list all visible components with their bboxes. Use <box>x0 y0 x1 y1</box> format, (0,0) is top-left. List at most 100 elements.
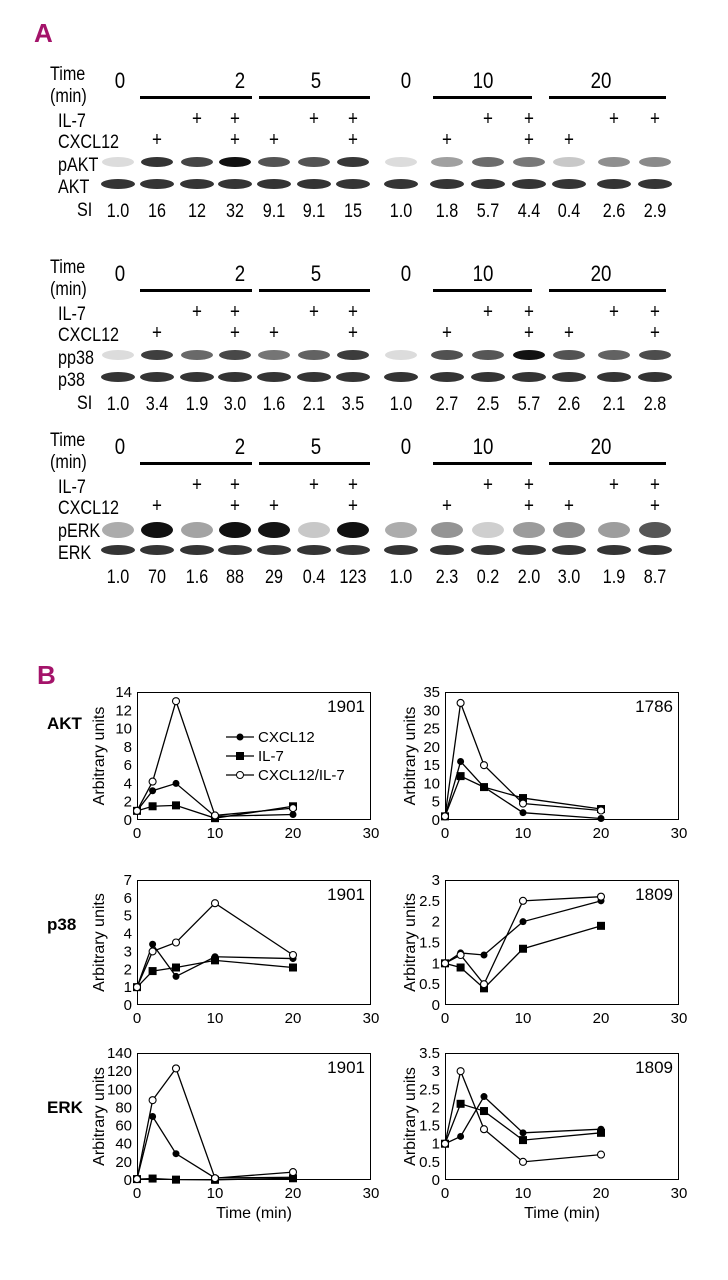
data-point <box>440 812 450 821</box>
data-point <box>479 980 489 989</box>
si-value: 88 <box>226 567 244 588</box>
phospho-band <box>102 350 134 360</box>
si-value: 3.0 <box>557 567 581 588</box>
blot-bands <box>101 157 672 189</box>
y-tick-label: 1.5 <box>419 935 440 952</box>
cxcl12-plus: + <box>442 322 452 344</box>
patient-id: 1901 <box>327 697 365 716</box>
cxcl12-plus: + <box>524 322 534 344</box>
y-tick-label: 0 <box>432 1172 440 1189</box>
data-point <box>480 783 488 792</box>
time-label: Time <box>50 430 86 451</box>
si-value: 29 <box>265 567 283 588</box>
y-axis-label: Arbitrary units <box>402 707 419 806</box>
phospho-row-label: pERK <box>58 521 101 542</box>
y-tick-label: 25 <box>423 721 440 738</box>
data-point <box>519 1129 527 1137</box>
y-tick-label: 2 <box>432 1099 440 1116</box>
time-group-bar <box>259 462 370 465</box>
y-tick-label: 6 <box>124 890 132 907</box>
si-value: 1.0 <box>389 394 413 415</box>
data-point <box>456 963 465 972</box>
data-point <box>172 963 180 972</box>
cxcl12-plus: + <box>269 129 279 151</box>
si-value: 1.0 <box>389 201 413 222</box>
total-band <box>512 545 546 555</box>
y-tick-label: 0 <box>432 997 440 1014</box>
y-tick-label: 80 <box>115 1099 132 1116</box>
phospho-band <box>141 157 173 167</box>
time-group-bar <box>549 462 666 465</box>
y-tick-label: 3 <box>432 1063 440 1080</box>
data-point <box>440 959 450 968</box>
time-group-bar <box>549 289 666 292</box>
time-group-bar <box>433 96 532 99</box>
cxcl12-plus: + <box>269 322 279 344</box>
time-label: Time <box>50 257 86 278</box>
time-point: 2 <box>234 434 246 459</box>
y-tick-label: 2.5 <box>419 1081 440 1098</box>
data-point <box>456 1099 465 1108</box>
data-point <box>597 1128 605 1137</box>
y-tick-label: 1 <box>432 955 440 972</box>
si-value: 1.6 <box>185 567 209 588</box>
il7-plus: + <box>609 108 619 130</box>
x-tick-label: 30 <box>363 1185 380 1202</box>
y-tick-label: 0 <box>432 812 440 829</box>
phospho-band <box>385 350 417 360</box>
time-group-bar <box>259 289 370 292</box>
phospho-band <box>472 350 504 360</box>
phospho-band <box>102 522 134 538</box>
cxcl12-plus: + <box>564 322 574 344</box>
total-band <box>180 179 214 189</box>
il7-plus: + <box>192 301 202 323</box>
x-axis-label: Time (min) <box>216 1205 292 1222</box>
cxcl12-plus: + <box>524 129 534 151</box>
cxcl12-plus: + <box>230 322 240 344</box>
il7-plus: + <box>348 108 358 130</box>
legend-marker <box>236 771 244 779</box>
x-tick-label: 20 <box>285 825 302 842</box>
total-band <box>430 545 464 555</box>
data-point <box>172 1150 180 1158</box>
phospho-band <box>431 522 463 538</box>
panel-b-label: B <box>37 660 56 690</box>
si-value: 2.1 <box>602 394 626 415</box>
cxcl12-plus: + <box>348 322 358 344</box>
x-tick-label: 30 <box>671 1185 688 1202</box>
y-axis-label: Arbitrary units <box>402 1067 419 1166</box>
si-value: 1.0 <box>106 201 130 222</box>
data-point <box>172 1175 180 1184</box>
cxcl12-plus: + <box>348 495 358 517</box>
total-band <box>140 179 174 189</box>
total-band <box>257 372 291 382</box>
y-axis-label: Arbitrary units <box>402 893 419 992</box>
phospho-band <box>553 522 585 538</box>
total-band <box>597 545 631 555</box>
si-value: 2.5 <box>476 394 500 415</box>
il7-label: IL-7 <box>58 477 86 498</box>
data-point <box>132 806 142 815</box>
x-tick-label: 20 <box>593 1185 610 1202</box>
y-tick-label: 2 <box>432 914 440 931</box>
y-tick-label: 3 <box>124 943 132 960</box>
y-tick-label: 15 <box>423 757 440 774</box>
il7-plus: + <box>348 474 358 496</box>
y-tick-label: 8 <box>124 739 132 756</box>
il7-plus: + <box>524 108 534 130</box>
y-tick-label: 4 <box>124 926 132 943</box>
total-band <box>140 372 174 382</box>
si-value: 0.4 <box>302 567 326 588</box>
data-point <box>171 1064 181 1073</box>
total-band <box>218 179 252 189</box>
total-band <box>257 179 291 189</box>
phospho-band <box>298 350 330 360</box>
phospho-band <box>298 157 330 167</box>
time-point: 5 <box>310 68 322 93</box>
data-point <box>480 1093 488 1101</box>
x-tick-label: 0 <box>441 1185 449 1202</box>
phospho-band <box>513 350 545 360</box>
cxcl12-plus: + <box>524 495 534 517</box>
total-band <box>512 179 546 189</box>
